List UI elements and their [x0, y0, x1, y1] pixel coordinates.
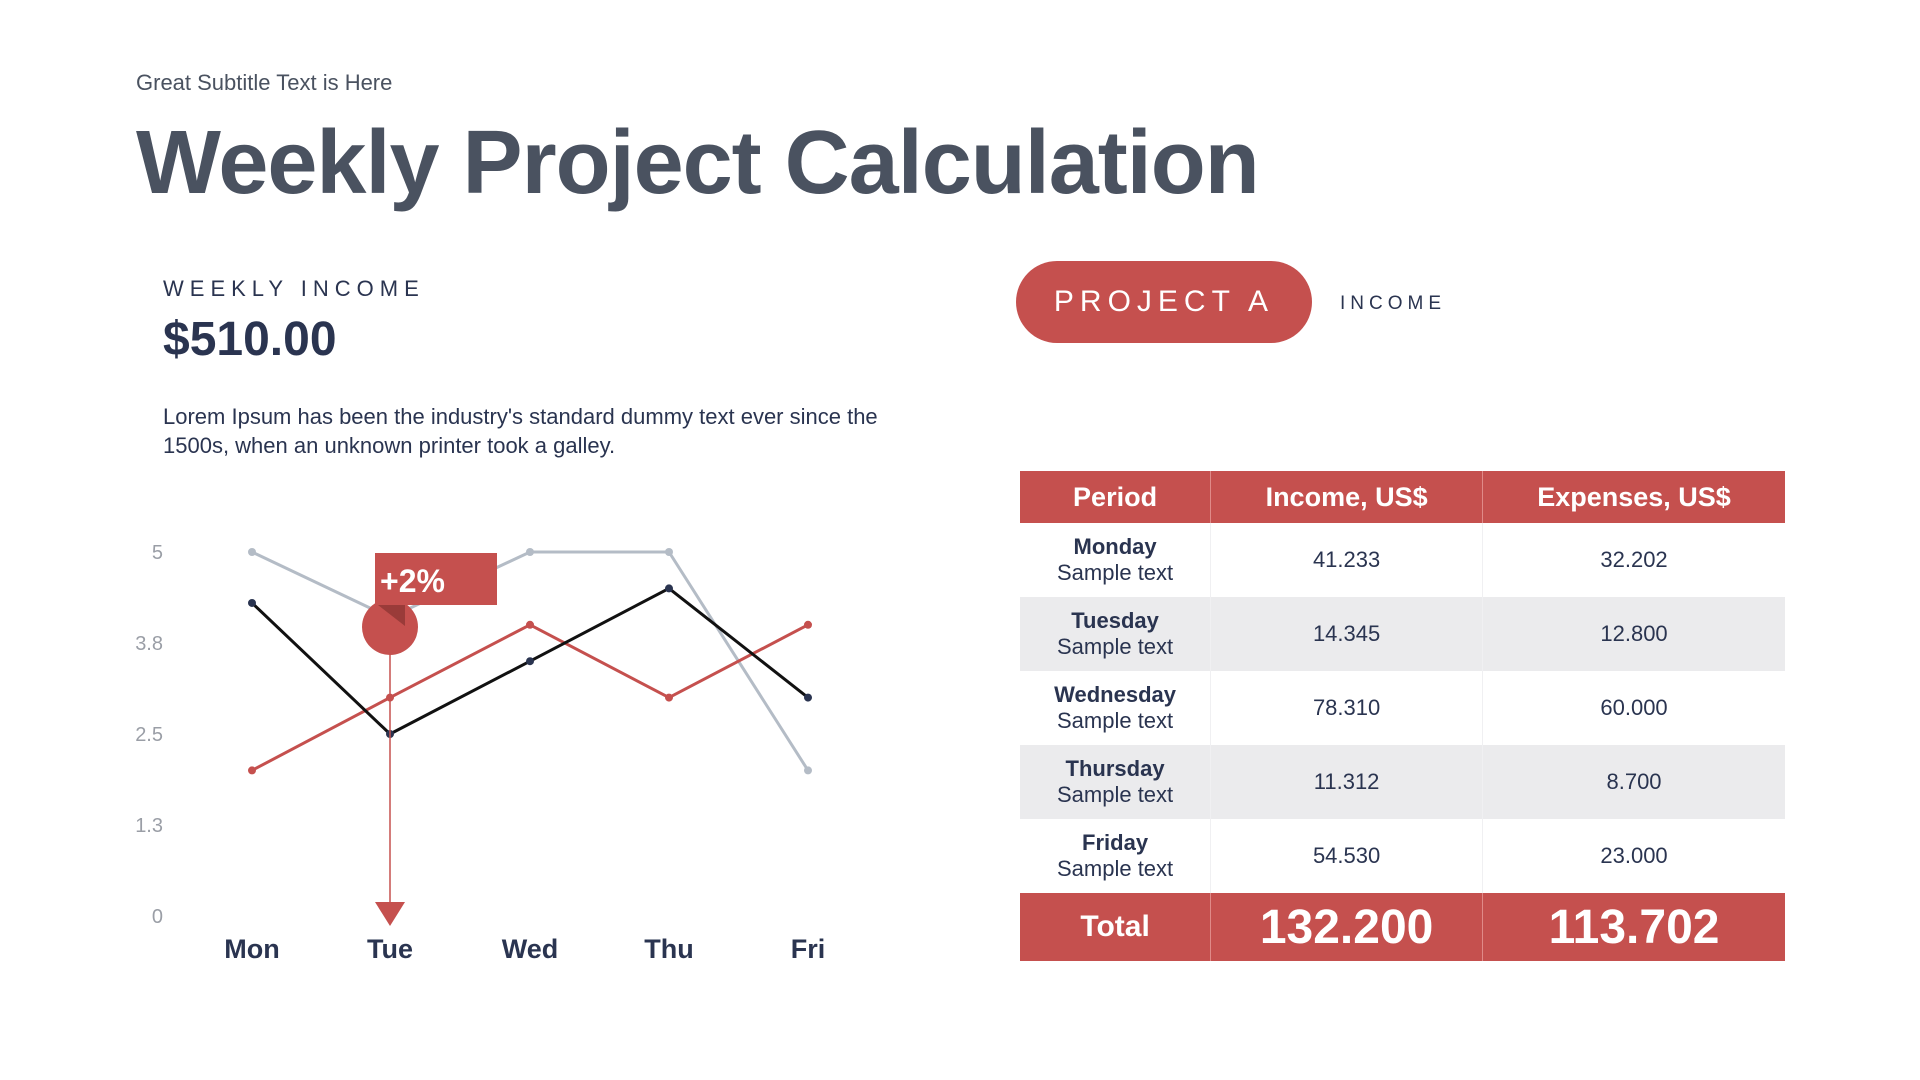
table-row: Friday Sample text 54.530 23.000 — [1020, 819, 1785, 893]
day-label: Wednesday — [1054, 682, 1176, 707]
data-point-red — [248, 766, 256, 775]
data-point-gray — [526, 548, 534, 556]
x-tick-label: Wed — [502, 934, 559, 964]
project-a-pill: PROJECT A — [1016, 261, 1312, 343]
column-header: Expenses, US$ — [1482, 471, 1785, 523]
income-cell: 41.233 — [1210, 523, 1483, 597]
table-row: Tuesday Sample text 14.345 12.800 — [1020, 597, 1785, 671]
period-cell: Wednesday Sample text — [1020, 671, 1211, 745]
x-tick-label: Tue — [367, 934, 413, 964]
day-label: Tuesday — [1071, 608, 1159, 633]
y-tick-label: 0 — [152, 906, 163, 928]
y-tick-label: 2.5 — [135, 724, 163, 746]
data-point-gray — [248, 548, 256, 556]
total-label: Total — [1020, 893, 1211, 961]
income-cell: 14.345 — [1210, 597, 1483, 671]
day-label: Monday — [1073, 534, 1157, 559]
expenses-cell: 60.000 — [1482, 671, 1785, 745]
table-header: Period Income, US$ Expenses, US$ — [1020, 471, 1785, 523]
y-tick-label: 3.8 — [135, 633, 163, 655]
annotation-label: +2% — [380, 563, 445, 599]
note-label: Sample text — [1056, 782, 1174, 807]
x-tick-label: Fri — [791, 934, 826, 964]
data-point-red — [804, 620, 812, 629]
note-label: Sample text — [1056, 560, 1174, 585]
data-point-black — [804, 693, 812, 702]
income-label: INCOME — [1340, 293, 1446, 314]
data-point-gray — [665, 548, 673, 556]
x-tick-label: Mon — [224, 934, 279, 964]
income-table: Period Income, US$ Expenses, US$ Monday Sam… — [1020, 471, 1785, 961]
table-row: Thursday Sample text 11.312 8.700 — [1020, 745, 1785, 819]
subtitle: Great Subtitle Text is Here — [136, 70, 393, 95]
period-cell: Tuesday Sample text — [1020, 597, 1211, 671]
income-cell: 78.310 — [1210, 671, 1483, 745]
data-point-black — [248, 598, 256, 607]
total-expenses: 113.702 — [1482, 893, 1785, 961]
note-label: Sample text — [1056, 856, 1174, 881]
data-point-black — [665, 584, 673, 593]
description: Lorem Ipsum has been the industry's stan… — [163, 404, 878, 458]
note-label: Sample text — [1056, 634, 1174, 659]
total-row: Total 132.200 113.702 — [1020, 893, 1785, 961]
line-chart: 0 1.3 2.5 3.8 5 Mon Tue Wed Thu Fri +2% — [135, 542, 826, 964]
income-cell: 54.530 — [1210, 819, 1483, 893]
total-income: 132.200 — [1210, 893, 1483, 961]
y-tick-label: 1.3 — [135, 815, 163, 837]
day-label: Friday — [1082, 830, 1149, 855]
note-label: Sample text — [1056, 708, 1174, 733]
arrow-down-icon — [375, 902, 405, 926]
x-tick-label: Thu — [644, 934, 693, 964]
weekly-income-value: $510.00 — [163, 313, 337, 366]
expenses-cell: 12.800 — [1482, 597, 1785, 671]
column-header: Period — [1020, 471, 1211, 523]
data-point-red — [665, 693, 673, 702]
tag-pointer — [378, 605, 405, 626]
period-cell: Thursday Sample text — [1020, 745, 1211, 819]
table-row: Wednesday Sample text 78.310 60.000 — [1020, 671, 1785, 745]
series-line-red — [251, 623, 809, 772]
expenses-cell: 8.700 — [1482, 745, 1785, 819]
day-label: Thursday — [1065, 756, 1165, 781]
data-point-black — [526, 657, 534, 666]
weekly-income-label: WEEKLY INCOME — [163, 276, 425, 301]
table-row: Monday Sample text 41.233 32.202 — [1020, 523, 1785, 597]
expenses-cell: 23.000 — [1482, 819, 1785, 893]
income-cell: 11.312 — [1210, 745, 1483, 819]
y-tick-label: 5 — [152, 542, 163, 564]
column-header: Income, US$ — [1210, 471, 1483, 523]
period-cell: Friday Sample text — [1020, 819, 1211, 893]
data-point-red — [526, 620, 534, 629]
annotation-tag — [375, 553, 497, 605]
data-point-gray — [804, 766, 812, 775]
expenses-cell: 32.202 — [1482, 523, 1785, 597]
page-title: Weekly Project Calculation — [136, 113, 1260, 213]
period-cell: Monday Sample text — [1020, 523, 1211, 597]
